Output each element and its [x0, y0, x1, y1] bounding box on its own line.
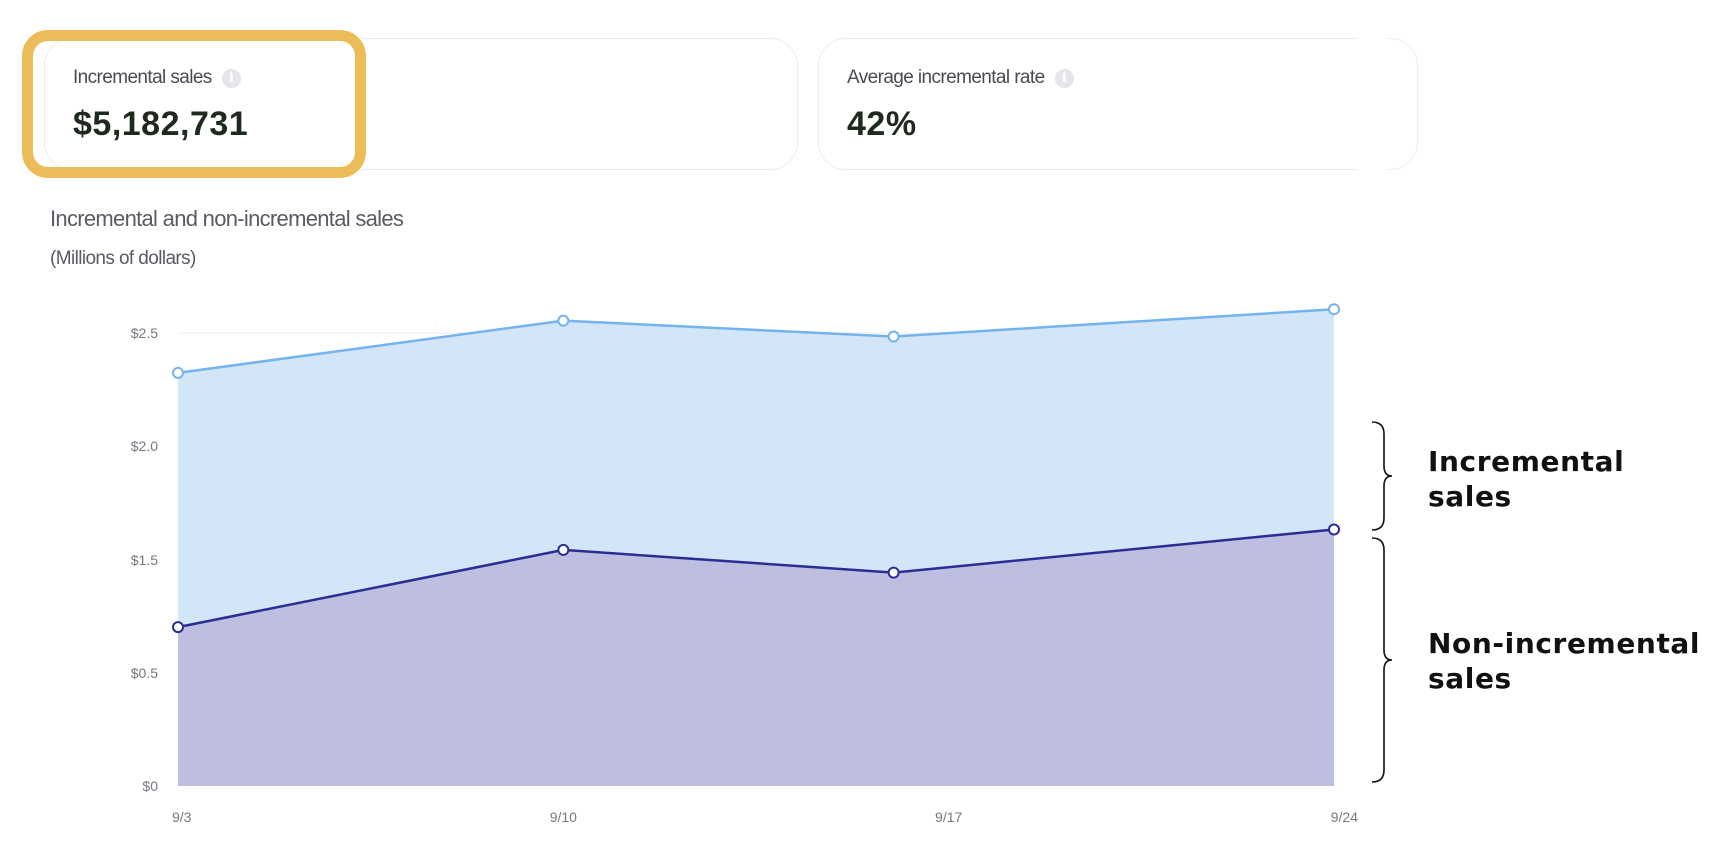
info-icon[interactable]: i	[1054, 68, 1074, 88]
non-incremental-brace	[1371, 537, 1393, 783]
x-tick-label: 9/24	[1331, 809, 1358, 825]
y-tick-label: $2.5	[131, 325, 158, 341]
incremental-point	[557, 314, 570, 327]
info-icon[interactable]: i	[221, 68, 241, 88]
incremental-sales-label: Incremental sales i	[73, 67, 241, 89]
non-incremental-point	[172, 621, 184, 634]
non-incremental-sales-annotation: Non-incremental sales	[1428, 627, 1701, 695]
incremental-area	[178, 309, 1334, 628]
incremental-line	[177, 308, 1335, 375]
chart-subtitle: (Millions of dollars)	[50, 248, 196, 269]
non-incremental-point	[1328, 523, 1340, 536]
non-incremental-point	[887, 566, 900, 579]
chart-title: Incremental and non-incremental sales	[50, 206, 404, 231]
average-incremental-rate-value: 42%	[847, 105, 917, 143]
incremental-point	[887, 330, 900, 343]
incremental-sales-label-text: Incremental sales	[73, 67, 212, 88]
non-incremental-line	[177, 528, 1335, 629]
y-tick-label: $1.5	[131, 552, 158, 568]
card-clip	[1358, 0, 1388, 190]
incremental-brace	[1371, 421, 1393, 531]
incremental-sales-card: Incremental sales i $5,182,731	[44, 38, 798, 170]
y-tick-label: $0	[142, 778, 158, 794]
x-tick-label: 9/17	[935, 809, 962, 825]
non-incremental-area	[178, 529, 1334, 786]
average-incremental-rate-card: Average incremental rate i 42%	[818, 38, 1418, 170]
x-tick-label: 9/10	[550, 809, 577, 825]
incremental-sales-annotation: Incremental sales	[1428, 445, 1625, 513]
incremental-point	[172, 366, 184, 379]
highlight-box	[22, 30, 366, 178]
y-tick-label: $0.5	[131, 665, 158, 681]
incremental-point	[1328, 303, 1340, 316]
x-tick-label: 9/3	[172, 809, 192, 825]
incremental-sales-value: $5,182,731	[73, 105, 249, 143]
average-incremental-rate-label: Average incremental rate i	[847, 67, 1074, 89]
average-incremental-rate-label-text: Average incremental rate	[847, 67, 1045, 88]
y-tick-label: $2.0	[131, 438, 158, 454]
non-incremental-point	[557, 543, 570, 556]
